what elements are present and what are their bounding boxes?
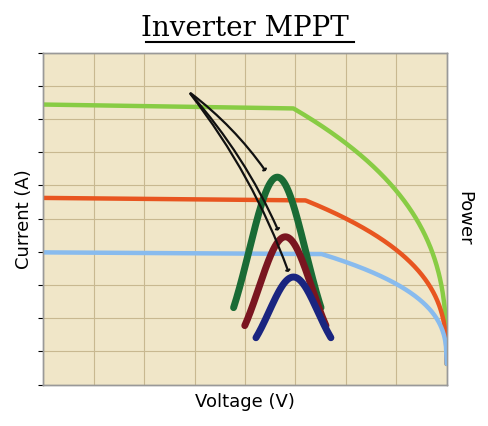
Y-axis label: Power: Power [455, 191, 473, 246]
X-axis label: Voltage (V): Voltage (V) [195, 393, 295, 411]
Title: Inverter MPPT: Inverter MPPT [141, 15, 349, 42]
Y-axis label: Current (A): Current (A) [15, 169, 33, 268]
